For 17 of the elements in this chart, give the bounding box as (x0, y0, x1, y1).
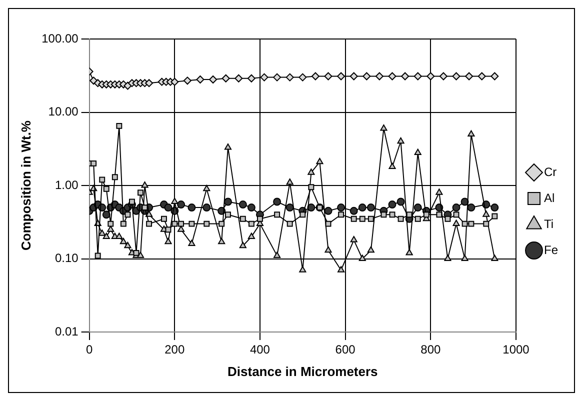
legend-label: Cr (544, 164, 557, 179)
x-tick-label: 800 (420, 342, 441, 357)
y-tick-label: 0.10 (54, 251, 79, 266)
legend-label: Fe (544, 242, 558, 257)
x-tick-label: 600 (335, 342, 356, 357)
y-tick-label: 10.00 (48, 104, 79, 119)
x-tick-label: 0 (86, 342, 93, 357)
y-axis-title: Composition in Wt.% (18, 120, 34, 250)
x-tick-label: 1000 (502, 342, 530, 357)
y-tick-label: 1.00 (54, 178, 79, 192)
legend-label: Al (544, 190, 555, 205)
x-axis-title: Distance in Micrometers (228, 364, 378, 379)
x-tick-label: 400 (250, 342, 270, 357)
x-tick-label: 200 (164, 342, 185, 357)
y-tick-label: 100.00 (42, 31, 79, 46)
legend-label: Ti (544, 216, 554, 231)
y-tick-label: 0.01 (54, 324, 79, 338)
